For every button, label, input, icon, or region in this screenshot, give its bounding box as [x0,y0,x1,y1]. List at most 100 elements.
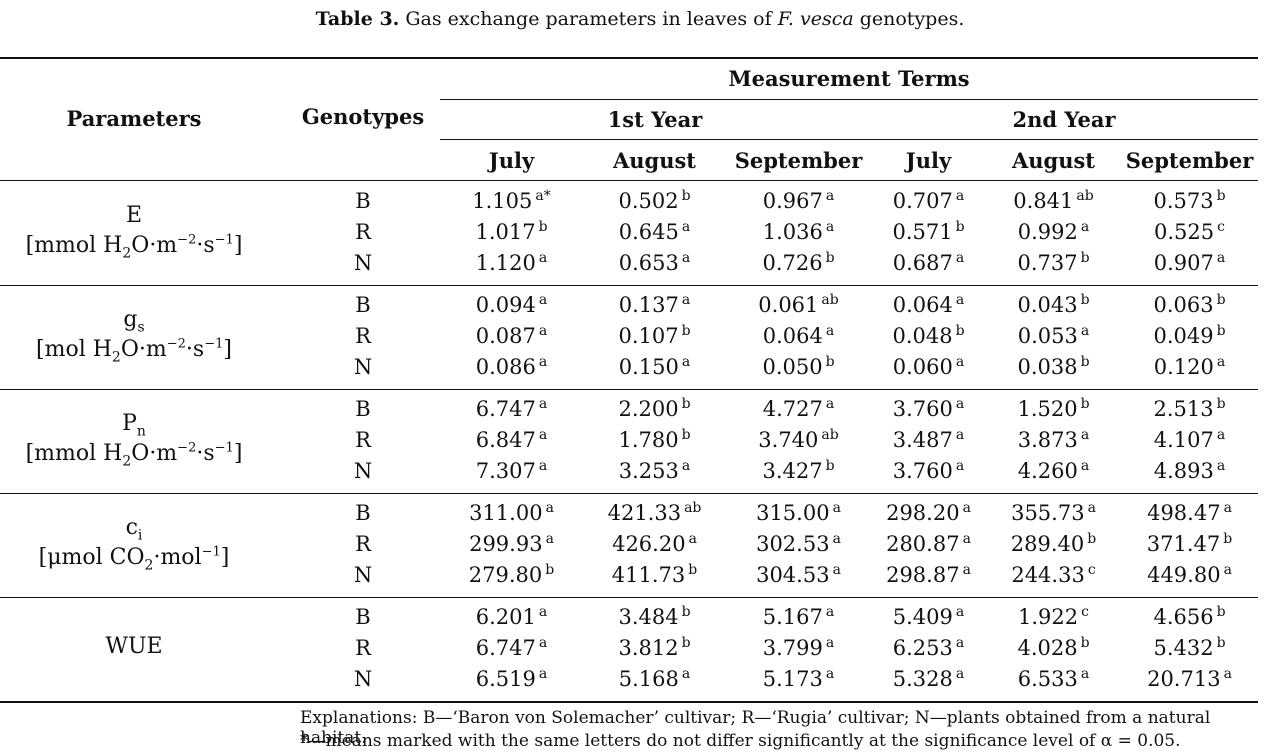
significance-letter: b [1216,635,1226,651]
significance-letter: a [1080,427,1090,443]
value-number: 244.33 [1011,563,1085,587]
value-number: 0.967 [762,189,823,213]
value-cell: 0.087 a [440,324,583,348]
significance-letter: b [955,219,965,235]
value-number: 299.93 [469,532,543,556]
value-cell: 3.487 a [871,428,986,452]
value-cell: 5.167 a [726,605,871,629]
note-explanations: Explanations: B—‘Baron von Solemacher’ c… [300,708,1211,748]
significance-letter: a [825,323,835,339]
genotype-cell: N [353,355,373,379]
value-number: 0.094 [475,293,536,317]
significance-letter: b [1080,292,1090,308]
caption-text-after: genotypes. [853,8,965,30]
value-number: 0.645 [618,220,679,244]
significance-letter: a [962,562,971,578]
value-cell: 6.747 a [440,636,583,660]
significance-letter: b [1080,354,1090,370]
significance-letter: b [681,323,691,339]
group-separator [0,597,1258,598]
value-cell: 0.107 b [583,324,726,348]
value-number: 2.513 [1153,397,1214,421]
value-number: 0.087 [475,324,536,348]
significance-letter: a [825,219,835,235]
value-number: 4.107 [1153,428,1214,452]
group-separator [0,493,1258,494]
value-number: 3.253 [618,459,679,483]
value-cell: 2.200 b [583,397,726,421]
value-cell: 0.064 a [726,324,871,348]
genotype-cell: R [355,636,371,660]
header-month-3: September [734,148,863,173]
value-cell: 279.80 b [440,563,583,587]
value-number: 2.200 [618,397,679,421]
value-cell: 0.050 b [726,355,871,379]
value-cell: 0.687 a [871,251,986,275]
significance-letter: ab [1076,188,1094,204]
significance-letter: a [962,531,971,547]
value-number: 5.168 [618,667,679,691]
value-number: 3.799 [762,636,823,660]
value-number: 0.137 [618,293,679,317]
significance-letter: a [955,666,965,682]
value-cell: 315.00 a [726,501,871,525]
significance-letter: a [1223,666,1232,682]
years-underline [440,139,1258,140]
value-cell: 4.028 b [986,636,1121,660]
significance-letter: a [538,458,548,474]
value-cell: 0.645 a [583,220,726,244]
value-number: 0.707 [892,189,953,213]
value-number: 0.064 [892,293,953,317]
significance-letter: a [681,354,691,370]
significance-letter: a [825,396,835,412]
value-cell: 0.967 a [726,189,871,213]
significance-letter: b [1216,323,1226,339]
value-number: 0.737 [1017,251,1078,275]
caption-label: Table 3. [315,8,400,30]
significance-letter: b [1087,531,1097,547]
significance-letter: a [688,531,697,547]
significance-letter: a [825,666,835,682]
table-caption: Table 3. Gas exchange parameters in leav… [0,8,1280,30]
genotype-cell: R [355,428,371,452]
value-number: 411.73 [611,563,686,587]
significance-letter: b [955,323,965,339]
value-number: 302.53 [756,532,830,556]
value-number: 426.20 [612,532,686,556]
caption-species: F. vesca [777,8,854,30]
value-cell: 4.656 b [1121,605,1258,629]
value-cell: 0.086 a [440,355,583,379]
group-separator [0,389,1258,390]
value-cell: 1.922 c [986,605,1121,629]
value-cell: 6.519 a [440,667,583,691]
value-number: 20.713 [1147,667,1221,691]
value-number: 0.502 [618,189,679,213]
significance-letter: c [1217,219,1225,235]
significance-letter: b [681,604,691,620]
value-number: 1.922 [1018,605,1079,629]
parameter-label: ci [μmol CO2·mol−1] [38,515,230,574]
value-cell: 0.737 b [986,251,1121,275]
value-number: 0.841 [1013,189,1074,213]
significance-letter: a [538,396,548,412]
significance-letter: a [955,292,965,308]
value-number: 1.036 [762,220,823,244]
value-cell: 1.036 a [726,220,871,244]
value-number: 5.167 [762,605,823,629]
value-cell: 4.260 a [986,459,1121,483]
significance-letter: b [825,250,835,266]
value-number: 0.038 [1017,355,1078,379]
note-significance: *—means marked with the same letters do … [300,731,1181,751]
significance-letter: a [681,219,691,235]
value-number: 4.028 [1017,636,1078,660]
value-cell: 289.40 b [986,532,1121,556]
significance-letter: a [1080,323,1090,339]
value-cell: 0.048 b [871,324,986,348]
value-number: 6.847 [475,428,536,452]
value-cell: 1.017 b [440,220,583,244]
value-number: 498.47 [1147,501,1221,525]
significance-letter: a [1080,458,1090,474]
value-number: 3.487 [892,428,953,452]
value-cell: 311.00 a [440,501,583,525]
significance-letter: a [1080,666,1090,682]
